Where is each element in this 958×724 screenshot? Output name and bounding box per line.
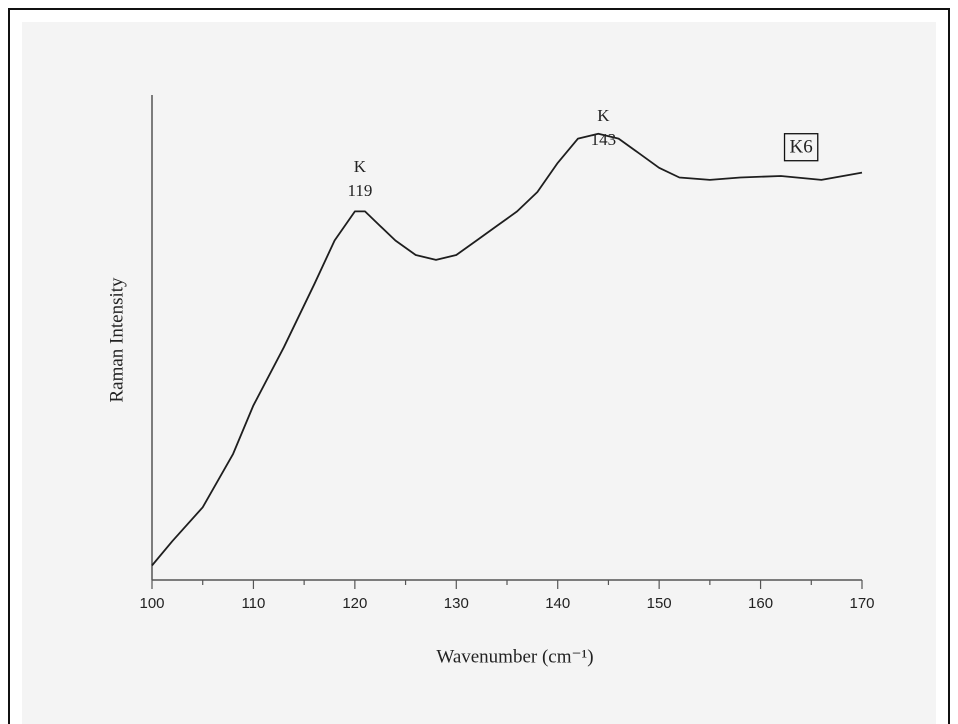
annotation: K	[354, 157, 367, 176]
x-tick-label: 170	[849, 595, 874, 612]
panel	[22, 22, 936, 724]
x-tick-label: 160	[748, 595, 773, 612]
x-tick-label: 100	[139, 595, 164, 612]
annotation: K	[597, 106, 610, 125]
annotation-box	[783, 133, 819, 162]
spectrum-line	[151, 132, 863, 567]
x-tick-label: 140	[545, 595, 570, 612]
x-tick-label: 120	[342, 595, 367, 612]
annotation: 119	[347, 181, 372, 200]
annotation: K6	[790, 137, 813, 158]
x-axis-title: Wavenumber (cm⁻¹)	[436, 646, 593, 667]
x-tick-label: 130	[444, 595, 469, 612]
y-axis-title: Raman Intensity	[106, 277, 127, 403]
annotation: 143	[591, 130, 617, 149]
x-tick-label: 150	[647, 595, 672, 612]
x-tick-label: 110	[241, 595, 265, 612]
